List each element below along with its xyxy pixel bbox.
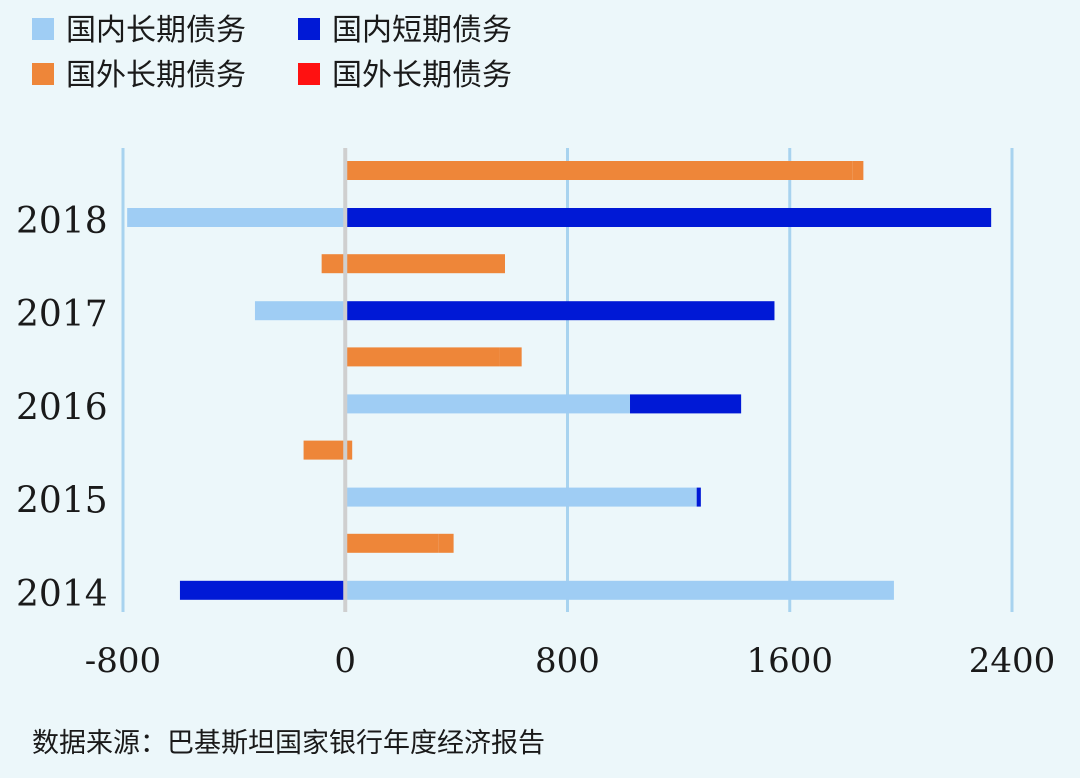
bar-segment: [345, 254, 505, 274]
year-label: 2016: [16, 387, 108, 428]
legend-label: 国外长期债务: [332, 58, 512, 93]
bar-segment: [345, 580, 894, 600]
legend-label: 国内长期债务: [66, 13, 246, 48]
x-tick-label: 800: [535, 641, 600, 681]
bar-segment: [303, 440, 346, 460]
bar-segment: [345, 208, 992, 227]
x-tick-label: 1600: [746, 641, 833, 681]
bar-segment: [438, 533, 454, 553]
bar-segment: [852, 161, 864, 180]
year-label: 2017: [16, 294, 108, 335]
x-tick-label: -800: [85, 641, 161, 681]
bar-segment: [127, 208, 346, 227]
year-label: 2014: [16, 574, 108, 615]
legend-swatch: [32, 18, 54, 40]
legend-swatch: [298, 63, 320, 85]
legend-label: 国内短期债务: [332, 13, 512, 48]
bar-segment: [499, 347, 522, 367]
bar-segment: [345, 347, 500, 367]
bar-segment: [696, 487, 701, 507]
x-tick-label: 2400: [969, 641, 1056, 681]
source-note: 数据来源：巴基斯坦国家银行年度经济报告: [32, 728, 545, 759]
bar-segment: [345, 487, 697, 507]
legend-swatch: [32, 63, 54, 85]
bar-segment: [345, 301, 775, 321]
x-tick-labels: -800 0 800 1600 2400: [85, 641, 1055, 681]
bar-segment: [345, 161, 853, 180]
legend-label: 国外长期债务: [66, 58, 246, 93]
bar-segment: [630, 394, 742, 414]
bar-segment: [345, 394, 631, 414]
bar-segment: [321, 254, 346, 274]
bar-segment: [345, 533, 439, 553]
x-tick-label: 0: [334, 641, 356, 681]
bar-segment: [345, 440, 353, 460]
legend-swatch: [298, 18, 320, 40]
year-labels: 2018 2017 2016 2015 2014: [16, 201, 108, 615]
year-label: 2015: [16, 481, 108, 522]
bar-segment: [254, 301, 346, 321]
bar-segment: [179, 580, 346, 600]
bars: [127, 161, 992, 600]
year-label: 2018: [16, 201, 108, 242]
